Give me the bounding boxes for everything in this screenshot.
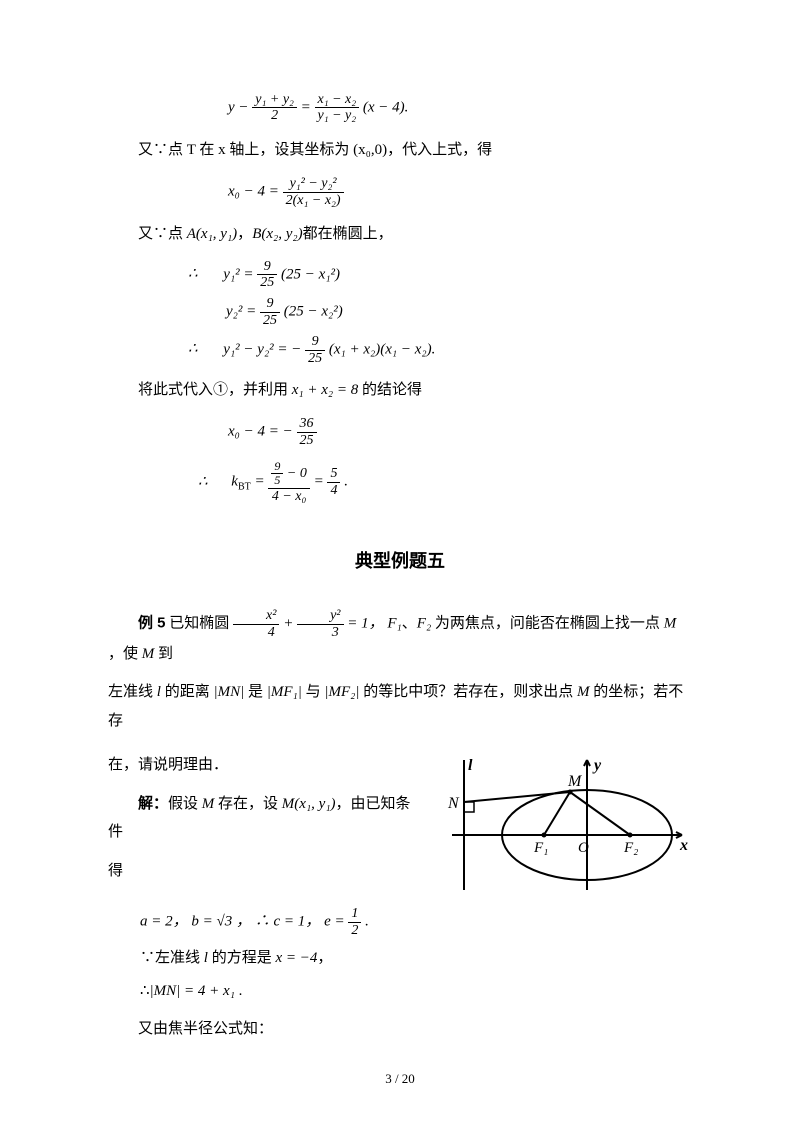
section-heading: 典型例题五 (108, 544, 692, 578)
equation-y2-squared: y₂² = 925 (25 − x₂²) (108, 296, 692, 328)
figure-label-y: y (592, 757, 602, 774)
figure-label-l: l (468, 757, 473, 774)
ellipse-svg: l y x N M F₁ O F₂ (432, 750, 692, 900)
example-5-solution-area: 在，请说明理由． 解：假设 M 存在，设 M(x₁, y₁)，由已知条件 得 (108, 745, 692, 900)
document-page: y − y₁ + y₂2 = x₁ − x₂y₁ − y₂ (x − 4). 又… (0, 0, 800, 1132)
equation-y1-squared: ∴ y₁² = 925 (25 − x₁²) (108, 259, 692, 291)
solution-MN: ∴|MN| = 4 + x₁ . (108, 977, 692, 1006)
figure-label-O: O (578, 840, 589, 856)
figure-label-x: x (679, 837, 688, 854)
figure-label-M: M (567, 773, 583, 790)
figure-label-N: N (447, 795, 460, 812)
equation-x0-result: x₀ − 4 = − 3625 (108, 416, 692, 448)
equation-y1sq-minus-y2sq: ∴ y₁² − y₂² = − 925 (x₁ + x₂)(x₁ − x₂). (108, 334, 692, 366)
solution-last-line: 又由焦半径公式知： (108, 1015, 692, 1044)
ellipse-figure: l y x N M F₁ O F₂ (432, 750, 692, 900)
example-5-statement-line3: 在，请说明理由． (108, 751, 422, 780)
solution-line2: 得 (108, 857, 422, 886)
text-line-T-on-x-axis: 又∵点 T 在 x 轴上，设其坐标为 (x₀,0)，代入上式，得 (108, 136, 692, 165)
example-5-statement-line1: 例 5 已知椭圆 x²4 + y²3 = 1， F₁、F₂ 为两焦点，问能否在椭… (108, 608, 692, 668)
example-5-statement-line2: 左准线 l 的距离 |MN| 是 |MF₁| 与 |MF₂| 的等比中项？若存在… (108, 678, 692, 735)
solution-directrix: ∵左准线 l 的方程是 x = −4， (108, 944, 692, 973)
figure-label-F1: F₁ (533, 840, 548, 856)
solution-line1: 解：假设 M 存在，设 M(x₁, y₁)，由已知条件 (108, 790, 422, 847)
equation-line-slope: y − y₁ + y₂2 = x₁ − x₂y₁ − y₂ (x − 4). (108, 92, 692, 124)
solution-abc: a = 2， b = √3 ， ∴ c = 1， e = 12 . (108, 906, 692, 938)
figure-label-F2: F₂ (623, 840, 638, 856)
equation-x0-minus-4: x₀ − 4 = y₁² − y₂²2(x₁ − x₂) (108, 176, 692, 208)
text-points-on-ellipse: 又∵点 A(x₁, y₁)，B(x₂, y₂)都在椭圆上， (108, 220, 692, 249)
equation-kBT: ∴ kBT = 95 − 0 4 − x₀ = 54 . (108, 460, 692, 504)
page-number: 3 / 20 (0, 1067, 800, 1092)
text-substitute: 将此式代入①，并利用 x₁ + x₂ = 8 的结论得 (108, 376, 692, 405)
